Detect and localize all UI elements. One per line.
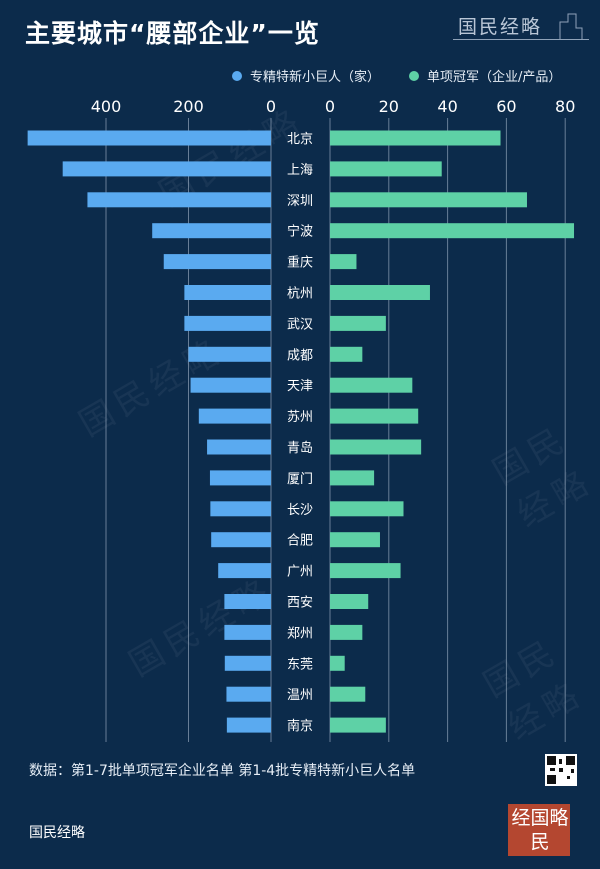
skyline-icon bbox=[453, 13, 589, 40]
bar-right bbox=[330, 408, 419, 424]
category-label: 西安 bbox=[287, 596, 313, 611]
legend-item-left: 专精特新小巨人（家） bbox=[232, 66, 380, 85]
category-label: 东莞 bbox=[287, 657, 313, 672]
legend-dot-left bbox=[232, 70, 242, 81]
bar-right bbox=[330, 686, 366, 702]
brand-logo: 国民经略 bbox=[452, 8, 590, 42]
bar-right bbox=[330, 501, 404, 517]
bar-right bbox=[330, 470, 375, 486]
brand-footer: 国民经略 bbox=[29, 825, 85, 841]
category-label: 厦门 bbox=[287, 472, 313, 487]
bar-left bbox=[209, 470, 271, 486]
bar-left bbox=[226, 717, 271, 733]
bar-left bbox=[226, 686, 271, 702]
bar-right bbox=[330, 254, 357, 270]
legend-label-right: 单项冠军（企业/产品） bbox=[427, 70, 562, 85]
bar-left bbox=[198, 408, 271, 424]
bar-right bbox=[330, 377, 413, 393]
bar-right bbox=[330, 192, 527, 208]
category-label: 合肥 bbox=[287, 534, 313, 549]
category-label: 青岛 bbox=[287, 440, 313, 456]
category-label: 南京 bbox=[287, 718, 313, 734]
bar-right bbox=[330, 717, 386, 733]
category-label: 杭州 bbox=[287, 287, 313, 302]
category-label: 天津 bbox=[287, 379, 313, 394]
category-label: 广州 bbox=[287, 565, 313, 580]
bar-right bbox=[330, 223, 575, 239]
tick-label-right: 0 bbox=[325, 97, 335, 116]
bar-left bbox=[184, 285, 271, 300]
chart-title: 主要城市“腰部企业”一览 bbox=[25, 19, 320, 48]
bar-left bbox=[188, 346, 271, 362]
bar-left bbox=[163, 254, 271, 270]
tick-label-left: 200 bbox=[173, 97, 204, 116]
tick-label-right: 60 bbox=[496, 97, 516, 116]
bar-right bbox=[330, 439, 422, 455]
tick-label-left: 400 bbox=[91, 97, 122, 116]
tick-label-right: 40 bbox=[437, 97, 457, 116]
seal-stamp bbox=[508, 804, 570, 856]
bar-right bbox=[330, 346, 363, 362]
category-label: 温州 bbox=[287, 688, 313, 703]
category-label: 武汉 bbox=[287, 317, 313, 332]
bar-left bbox=[210, 501, 271, 517]
bar-left bbox=[87, 192, 271, 208]
tick-label-left: 0 bbox=[266, 97, 276, 116]
tick-label-right: 20 bbox=[379, 97, 399, 116]
tick-label-right: 80 bbox=[555, 97, 575, 116]
category-label: 苏州 bbox=[287, 409, 313, 425]
bar-left bbox=[27, 130, 271, 146]
legend-item-right: 单项冠军（企业/产品） bbox=[409, 66, 561, 85]
bar-right bbox=[330, 563, 401, 579]
category-label: 宁波 bbox=[287, 224, 313, 240]
bar-right bbox=[330, 624, 363, 640]
category-label: 北京 bbox=[287, 132, 313, 147]
bar-right bbox=[330, 655, 345, 671]
seal-stamp-text: 经国略民 bbox=[511, 807, 569, 853]
source-note: 数据：第1-7批单项冠军企业名单 第1-4批专精特新小巨人名单 bbox=[29, 763, 416, 779]
category-label: 深圳 bbox=[287, 194, 313, 209]
bar-left bbox=[211, 532, 271, 548]
bar-left bbox=[152, 223, 271, 239]
category-label: 重庆 bbox=[287, 255, 313, 271]
bar-left bbox=[224, 655, 271, 671]
category-label: 成都 bbox=[287, 348, 313, 363]
bar-left bbox=[224, 594, 271, 609]
bar-left bbox=[184, 315, 271, 331]
bar-left bbox=[224, 624, 271, 640]
bar-left bbox=[207, 439, 271, 455]
legend-dot-right bbox=[409, 70, 419, 81]
bar-right bbox=[330, 532, 380, 548]
category-label: 长沙 bbox=[287, 503, 313, 518]
category-label: 郑州 bbox=[287, 626, 313, 641]
bar-right bbox=[330, 285, 430, 300]
bar-right bbox=[330, 594, 369, 609]
bar-left bbox=[62, 161, 271, 177]
logo-text: 国民经略 bbox=[458, 16, 543, 38]
bar-right bbox=[330, 130, 501, 146]
bar-right bbox=[330, 161, 442, 177]
category-label: 上海 bbox=[287, 163, 313, 178]
bar-right bbox=[330, 315, 386, 331]
legend-label-left: 专精特新小巨人（家） bbox=[250, 70, 381, 85]
bar-left bbox=[190, 377, 271, 393]
bar-left bbox=[218, 563, 271, 579]
qr-code[interactable] bbox=[545, 754, 577, 786]
